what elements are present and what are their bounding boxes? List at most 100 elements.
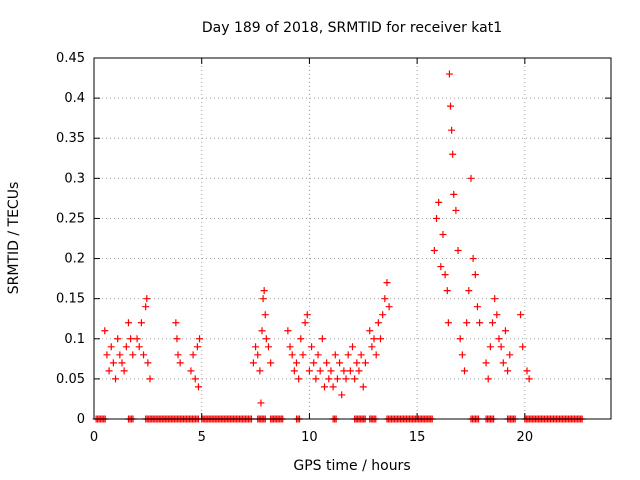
- data-point: [454, 247, 462, 255]
- data-point: [327, 367, 335, 375]
- y-tick-label: 0.3: [64, 171, 85, 186]
- data-point: [463, 319, 471, 327]
- data-point: [193, 343, 201, 351]
- data-point: [491, 295, 499, 303]
- data-point: [103, 351, 111, 359]
- data-point: [476, 319, 484, 327]
- data-point: [254, 351, 262, 359]
- data-point: [517, 311, 525, 319]
- data-point: [252, 343, 260, 351]
- data-point: [172, 319, 180, 327]
- data-point: [523, 367, 531, 375]
- data-point: [383, 279, 391, 287]
- data-point: [144, 359, 152, 367]
- data-point: [456, 335, 464, 343]
- data-point: [448, 126, 456, 134]
- data-point: [314, 351, 322, 359]
- data-point: [338, 391, 346, 399]
- y-tick-label: 0.45: [56, 51, 85, 66]
- chart-title: Day 189 of 2018, SRMTID for receiver kat…: [202, 20, 502, 36]
- data-point: [316, 367, 324, 375]
- data-point: [264, 343, 272, 351]
- data-point: [135, 343, 143, 351]
- data-point: [336, 359, 344, 367]
- data-point: [146, 375, 154, 383]
- data-point: [129, 351, 137, 359]
- data-point: [284, 327, 292, 335]
- data-point: [484, 375, 492, 383]
- data-point: [473, 303, 481, 311]
- data-point: [310, 359, 318, 367]
- data-point: [325, 375, 333, 383]
- data-point: [120, 367, 128, 375]
- data-point: [333, 375, 341, 383]
- data-point: [124, 319, 132, 327]
- x-tick-label: 15: [409, 430, 426, 445]
- data-point: [444, 319, 452, 327]
- data-point: [191, 375, 199, 383]
- data-point: [467, 174, 475, 182]
- data-point: [308, 343, 316, 351]
- y-axis-label: SRMTID / TECUs: [6, 182, 22, 295]
- data-point: [267, 359, 275, 367]
- data-point: [519, 343, 527, 351]
- data-point: [370, 335, 378, 343]
- data-point: [112, 375, 120, 383]
- y-tick-label: 0.05: [56, 372, 85, 387]
- data-point: [441, 271, 449, 279]
- y-tick-label: 0.25: [56, 211, 85, 226]
- data-point: [361, 359, 369, 367]
- data-point: [143, 295, 151, 303]
- data-point: [340, 367, 348, 375]
- data-point: [189, 351, 197, 359]
- data-point: [372, 351, 380, 359]
- data-point: [137, 319, 145, 327]
- data-point: [258, 327, 266, 335]
- data-point: [357, 351, 365, 359]
- x-axis-label: GPS time / hours: [293, 458, 410, 474]
- data-point: [437, 263, 445, 271]
- data-point: [288, 351, 296, 359]
- data-point: [461, 367, 469, 375]
- data-point: [286, 343, 294, 351]
- data-point: [465, 287, 473, 295]
- data-point: [443, 287, 451, 295]
- data-point: [297, 335, 305, 343]
- data-point: [482, 359, 490, 367]
- data-point: [320, 383, 328, 391]
- data-point: [105, 367, 113, 375]
- data-point: [342, 375, 350, 383]
- data-point: [262, 335, 270, 343]
- data-point: [101, 327, 109, 335]
- data-point: [196, 335, 204, 343]
- data-point: [447, 102, 455, 110]
- data-point: [450, 190, 458, 198]
- x-tick-label: 5: [198, 430, 206, 445]
- data-point: [323, 359, 331, 367]
- data-point: [439, 230, 447, 238]
- data-point: [329, 383, 337, 391]
- data-point: [433, 214, 441, 222]
- data-point: [506, 351, 514, 359]
- data-point: [109, 359, 117, 367]
- data-point: [142, 303, 150, 311]
- grid-layer: [94, 58, 611, 419]
- y-tick-label: 0.2: [64, 252, 85, 267]
- x-tick-label: 10: [301, 430, 318, 445]
- data-point: [495, 335, 503, 343]
- data-point: [176, 359, 184, 367]
- data-point: [194, 383, 202, 391]
- plot-frame: [93, 57, 612, 420]
- y-tick-label: 0.4: [64, 91, 85, 106]
- data-point: [116, 351, 124, 359]
- data-point: [259, 295, 267, 303]
- y-tick-label: 0.35: [56, 131, 85, 146]
- data-point: [471, 271, 479, 279]
- data-point: [458, 351, 466, 359]
- y-tick-label: 0: [77, 412, 85, 427]
- data-point: [374, 319, 382, 327]
- data-point: [497, 343, 505, 351]
- data-point: [256, 367, 264, 375]
- data-points: [92, 70, 586, 423]
- data-point: [260, 287, 268, 295]
